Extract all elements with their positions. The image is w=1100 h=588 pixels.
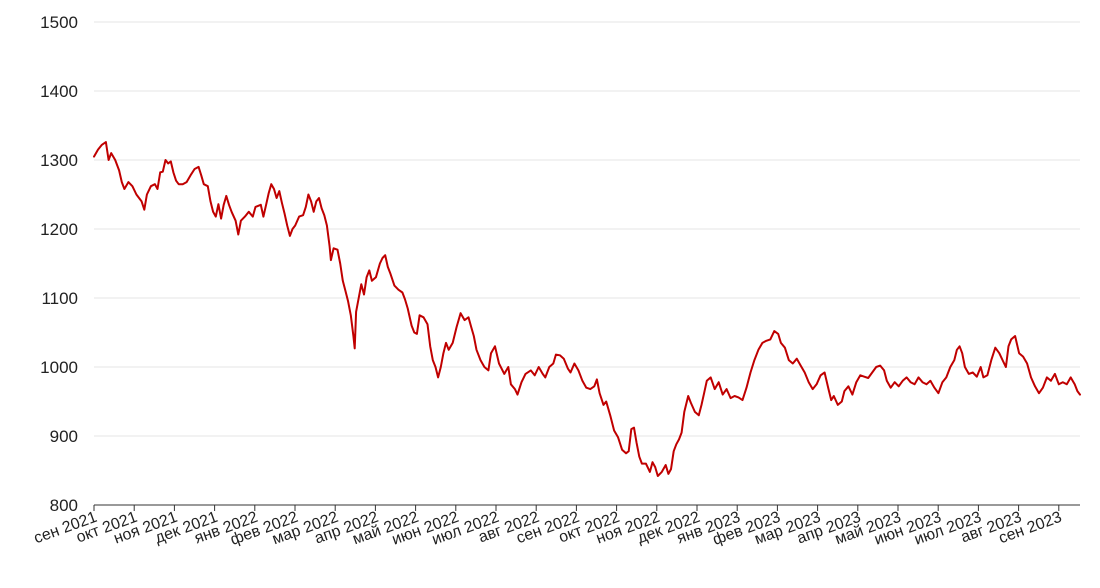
series-line-0 [93, 141, 1081, 477]
y-axis: 800 900 1000 1100 1200 1300 1400 1500 [40, 13, 78, 515]
y-tick-label: 1100 [41, 289, 78, 308]
y-tick-label: 1000 [40, 358, 78, 377]
y-tick-label: 800 [50, 496, 78, 515]
y-tick-label: 1200 [40, 220, 78, 239]
y-tick-label: 1500 [40, 13, 78, 32]
y-tick-label: 900 [50, 427, 78, 446]
series-layer [93, 141, 1081, 477]
y-tick-label: 1300 [40, 151, 78, 170]
y-tick-label: 1400 [40, 82, 78, 101]
gridlines [94, 21, 1080, 437]
